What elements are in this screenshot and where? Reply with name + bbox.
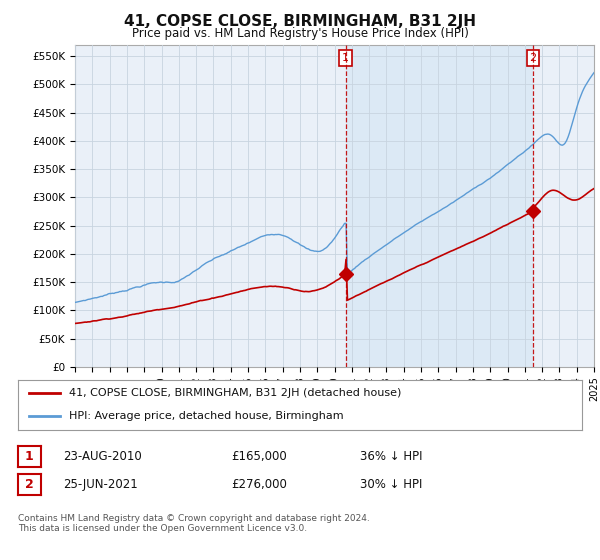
Text: 23-AUG-2010: 23-AUG-2010 bbox=[63, 450, 142, 463]
Text: 25-JUN-2021: 25-JUN-2021 bbox=[63, 478, 138, 491]
Text: 1: 1 bbox=[25, 450, 34, 463]
Text: Contains HM Land Registry data © Crown copyright and database right 2024.
This d: Contains HM Land Registry data © Crown c… bbox=[18, 514, 370, 534]
Text: 1: 1 bbox=[342, 53, 349, 63]
Text: 36% ↓ HPI: 36% ↓ HPI bbox=[360, 450, 422, 463]
Text: 30% ↓ HPI: 30% ↓ HPI bbox=[360, 478, 422, 491]
Text: 2: 2 bbox=[25, 478, 34, 491]
Text: £165,000: £165,000 bbox=[231, 450, 287, 463]
Bar bbox=[346, 45, 533, 367]
Text: HPI: Average price, detached house, Birmingham: HPI: Average price, detached house, Birm… bbox=[69, 412, 343, 422]
Text: Price paid vs. HM Land Registry's House Price Index (HPI): Price paid vs. HM Land Registry's House … bbox=[131, 27, 469, 40]
Text: £276,000: £276,000 bbox=[231, 478, 287, 491]
Text: 41, COPSE CLOSE, BIRMINGHAM, B31 2JH: 41, COPSE CLOSE, BIRMINGHAM, B31 2JH bbox=[124, 14, 476, 29]
Text: 41, COPSE CLOSE, BIRMINGHAM, B31 2JH (detached house): 41, COPSE CLOSE, BIRMINGHAM, B31 2JH (de… bbox=[69, 388, 401, 398]
Text: 2: 2 bbox=[530, 53, 536, 63]
